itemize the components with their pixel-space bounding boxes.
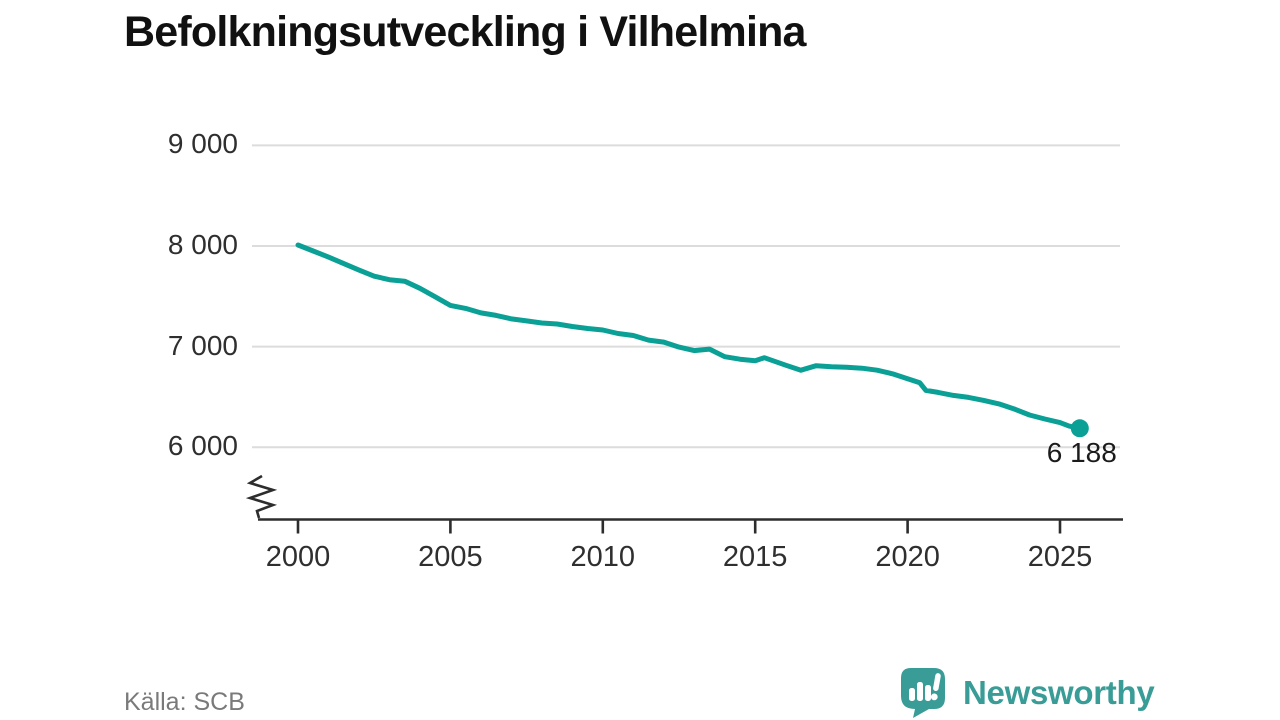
x-axis-tick-label: 2025 [1027, 541, 1093, 573]
y-axis-tick-label: 8 000 [167, 229, 238, 260]
x-axis-tick-label: 2010 [570, 541, 636, 573]
newsworthy-logo-icon [901, 668, 945, 718]
population-line-series [295, 242, 1083, 431]
x-axis-tick-label: 2000 [265, 541, 331, 573]
exclamation-glyph [930, 673, 941, 701]
newsworthy-wordmark: Newsworthy [963, 674, 1155, 711]
y-axis-tick-label: 7 000 [167, 329, 238, 361]
bar-chart-glyph [917, 682, 923, 701]
x-axis-tick-label: 2020 [875, 541, 940, 573]
source-note: Källa: SCB [124, 688, 245, 716]
x-axis-tick-label: 2005 [418, 541, 483, 573]
newsworthy-logo: Newsworthy [899, 666, 1159, 720]
y-axis-tick-label: 9 000 [167, 128, 238, 160]
x-axis [258, 518, 1123, 534]
end-value-label: 6 188 [1046, 437, 1117, 469]
bar-chart-glyph [925, 685, 931, 701]
end-point-dot [1070, 419, 1089, 438]
chart-title: Befolkningsutveckling i Vilhelmina [124, 8, 806, 56]
y-axis-break-zigzag-icon [245, 474, 278, 519]
y-axis-tick-label: 6 000 [167, 430, 238, 462]
x-axis-tick-label: 2015 [722, 541, 788, 573]
bar-chart-glyph [909, 688, 915, 701]
